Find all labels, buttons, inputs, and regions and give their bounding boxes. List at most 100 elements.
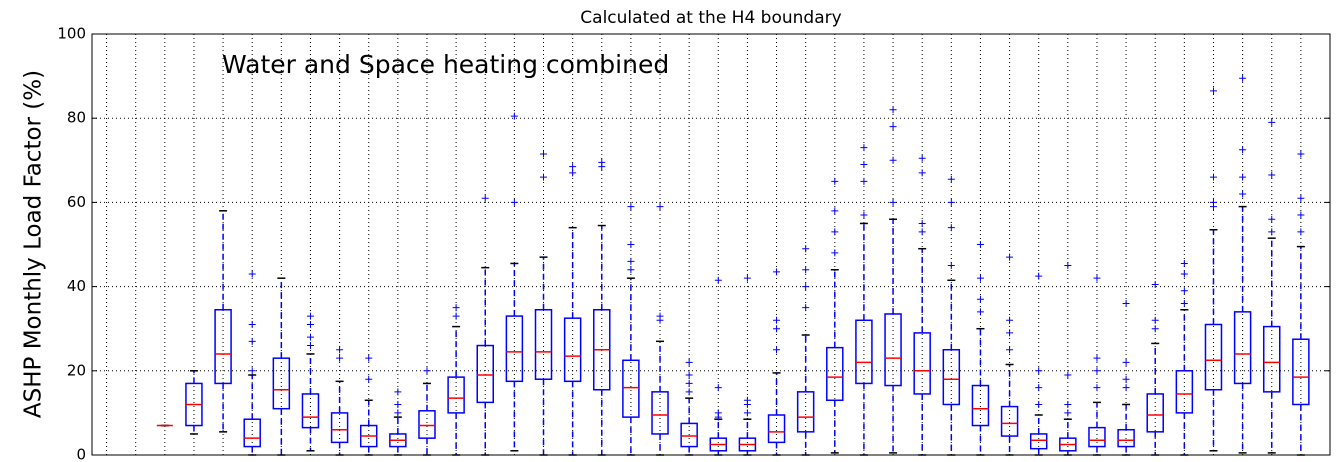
flier: [802, 245, 810, 253]
flier: [976, 308, 984, 316]
flier: [743, 396, 751, 404]
flier: [248, 270, 256, 278]
flier: [889, 156, 897, 164]
box: [942, 349, 961, 406]
flier: [918, 154, 926, 162]
box: [1233, 311, 1252, 385]
flier: [1239, 74, 1247, 82]
box: [476, 344, 494, 404]
flier: [976, 241, 984, 248]
flier: [1006, 329, 1014, 337]
flier: [976, 295, 984, 303]
flier: [1093, 354, 1101, 362]
flier: [1035, 272, 1043, 280]
box: [767, 414, 786, 444]
flier: [1209, 173, 1217, 181]
flier: [394, 409, 402, 417]
box: [272, 357, 291, 410]
box: [301, 393, 320, 429]
flier: [947, 175, 955, 183]
flier: [627, 257, 635, 265]
flier: [1064, 262, 1072, 270]
flier: [685, 379, 693, 387]
box: [1146, 393, 1164, 433]
flier: [1122, 384, 1130, 392]
flier: [248, 367, 256, 375]
flier: [1239, 146, 1247, 154]
box: [971, 384, 990, 427]
flier: [831, 177, 839, 185]
plot-frame: [91, 33, 1331, 456]
chart-title: Calculated at the H4 boundary: [580, 8, 841, 28]
flier: [1297, 150, 1305, 158]
flier: [773, 316, 781, 324]
flier: [831, 228, 839, 236]
y-axis-label: ASHP Monthly Load Factor (%): [21, 70, 47, 418]
y-tick-label: 60: [67, 193, 86, 211]
flier: [510, 198, 518, 206]
flier: [598, 158, 606, 166]
box: [214, 309, 232, 385]
flier: [773, 268, 781, 276]
box: [1175, 370, 1194, 414]
flier: [306, 333, 314, 341]
flier: [336, 346, 344, 354]
box: [418, 410, 436, 439]
flier: [394, 388, 402, 396]
box: [330, 412, 349, 444]
flier: [1268, 228, 1276, 236]
flier: [831, 207, 839, 215]
flier: [1093, 367, 1101, 375]
flier: [1180, 287, 1188, 295]
flier: [976, 274, 984, 282]
flier: [1064, 400, 1072, 408]
flier: [1180, 299, 1188, 307]
box: [855, 319, 873, 385]
y-tick-label: 80: [67, 109, 86, 127]
flier: [1006, 253, 1014, 261]
flier: [802, 304, 810, 312]
y-tick-label: 100: [57, 25, 86, 43]
flier: [685, 371, 693, 379]
flier: [1151, 280, 1159, 288]
y-tick-label: 40: [67, 277, 86, 295]
flier: [889, 123, 897, 131]
flier: [656, 312, 664, 320]
flier: [947, 262, 955, 270]
flier: [1122, 299, 1130, 307]
flier: [1006, 346, 1014, 354]
box: [1000, 405, 1019, 437]
flier: [1297, 194, 1305, 202]
flier: [860, 144, 868, 152]
flier: [1122, 358, 1130, 366]
flier: [947, 198, 955, 206]
flier: [1180, 259, 1188, 267]
flier: [1297, 211, 1305, 219]
flier: [1209, 87, 1217, 95]
flier: [423, 367, 431, 375]
flier: [1239, 173, 1247, 181]
flier: [248, 337, 256, 345]
flier: [1064, 409, 1072, 417]
flier: [452, 304, 460, 312]
flier: [1093, 384, 1101, 392]
flier: [510, 112, 518, 120]
box: [680, 422, 698, 448]
box: [534, 309, 553, 380]
box: [651, 391, 669, 435]
box: [1262, 325, 1281, 393]
flier: [714, 409, 722, 417]
flier: [1093, 274, 1101, 282]
flier: [1268, 215, 1276, 223]
flier: [365, 375, 373, 383]
flier: [1151, 325, 1159, 333]
flier: [481, 194, 489, 202]
flier: [1268, 171, 1276, 179]
flier: [540, 173, 548, 181]
flier: [1122, 375, 1130, 383]
box: [1204, 323, 1223, 391]
flier: [569, 169, 577, 177]
flier: [1239, 190, 1247, 198]
y-tick-label: 0: [76, 446, 86, 462]
